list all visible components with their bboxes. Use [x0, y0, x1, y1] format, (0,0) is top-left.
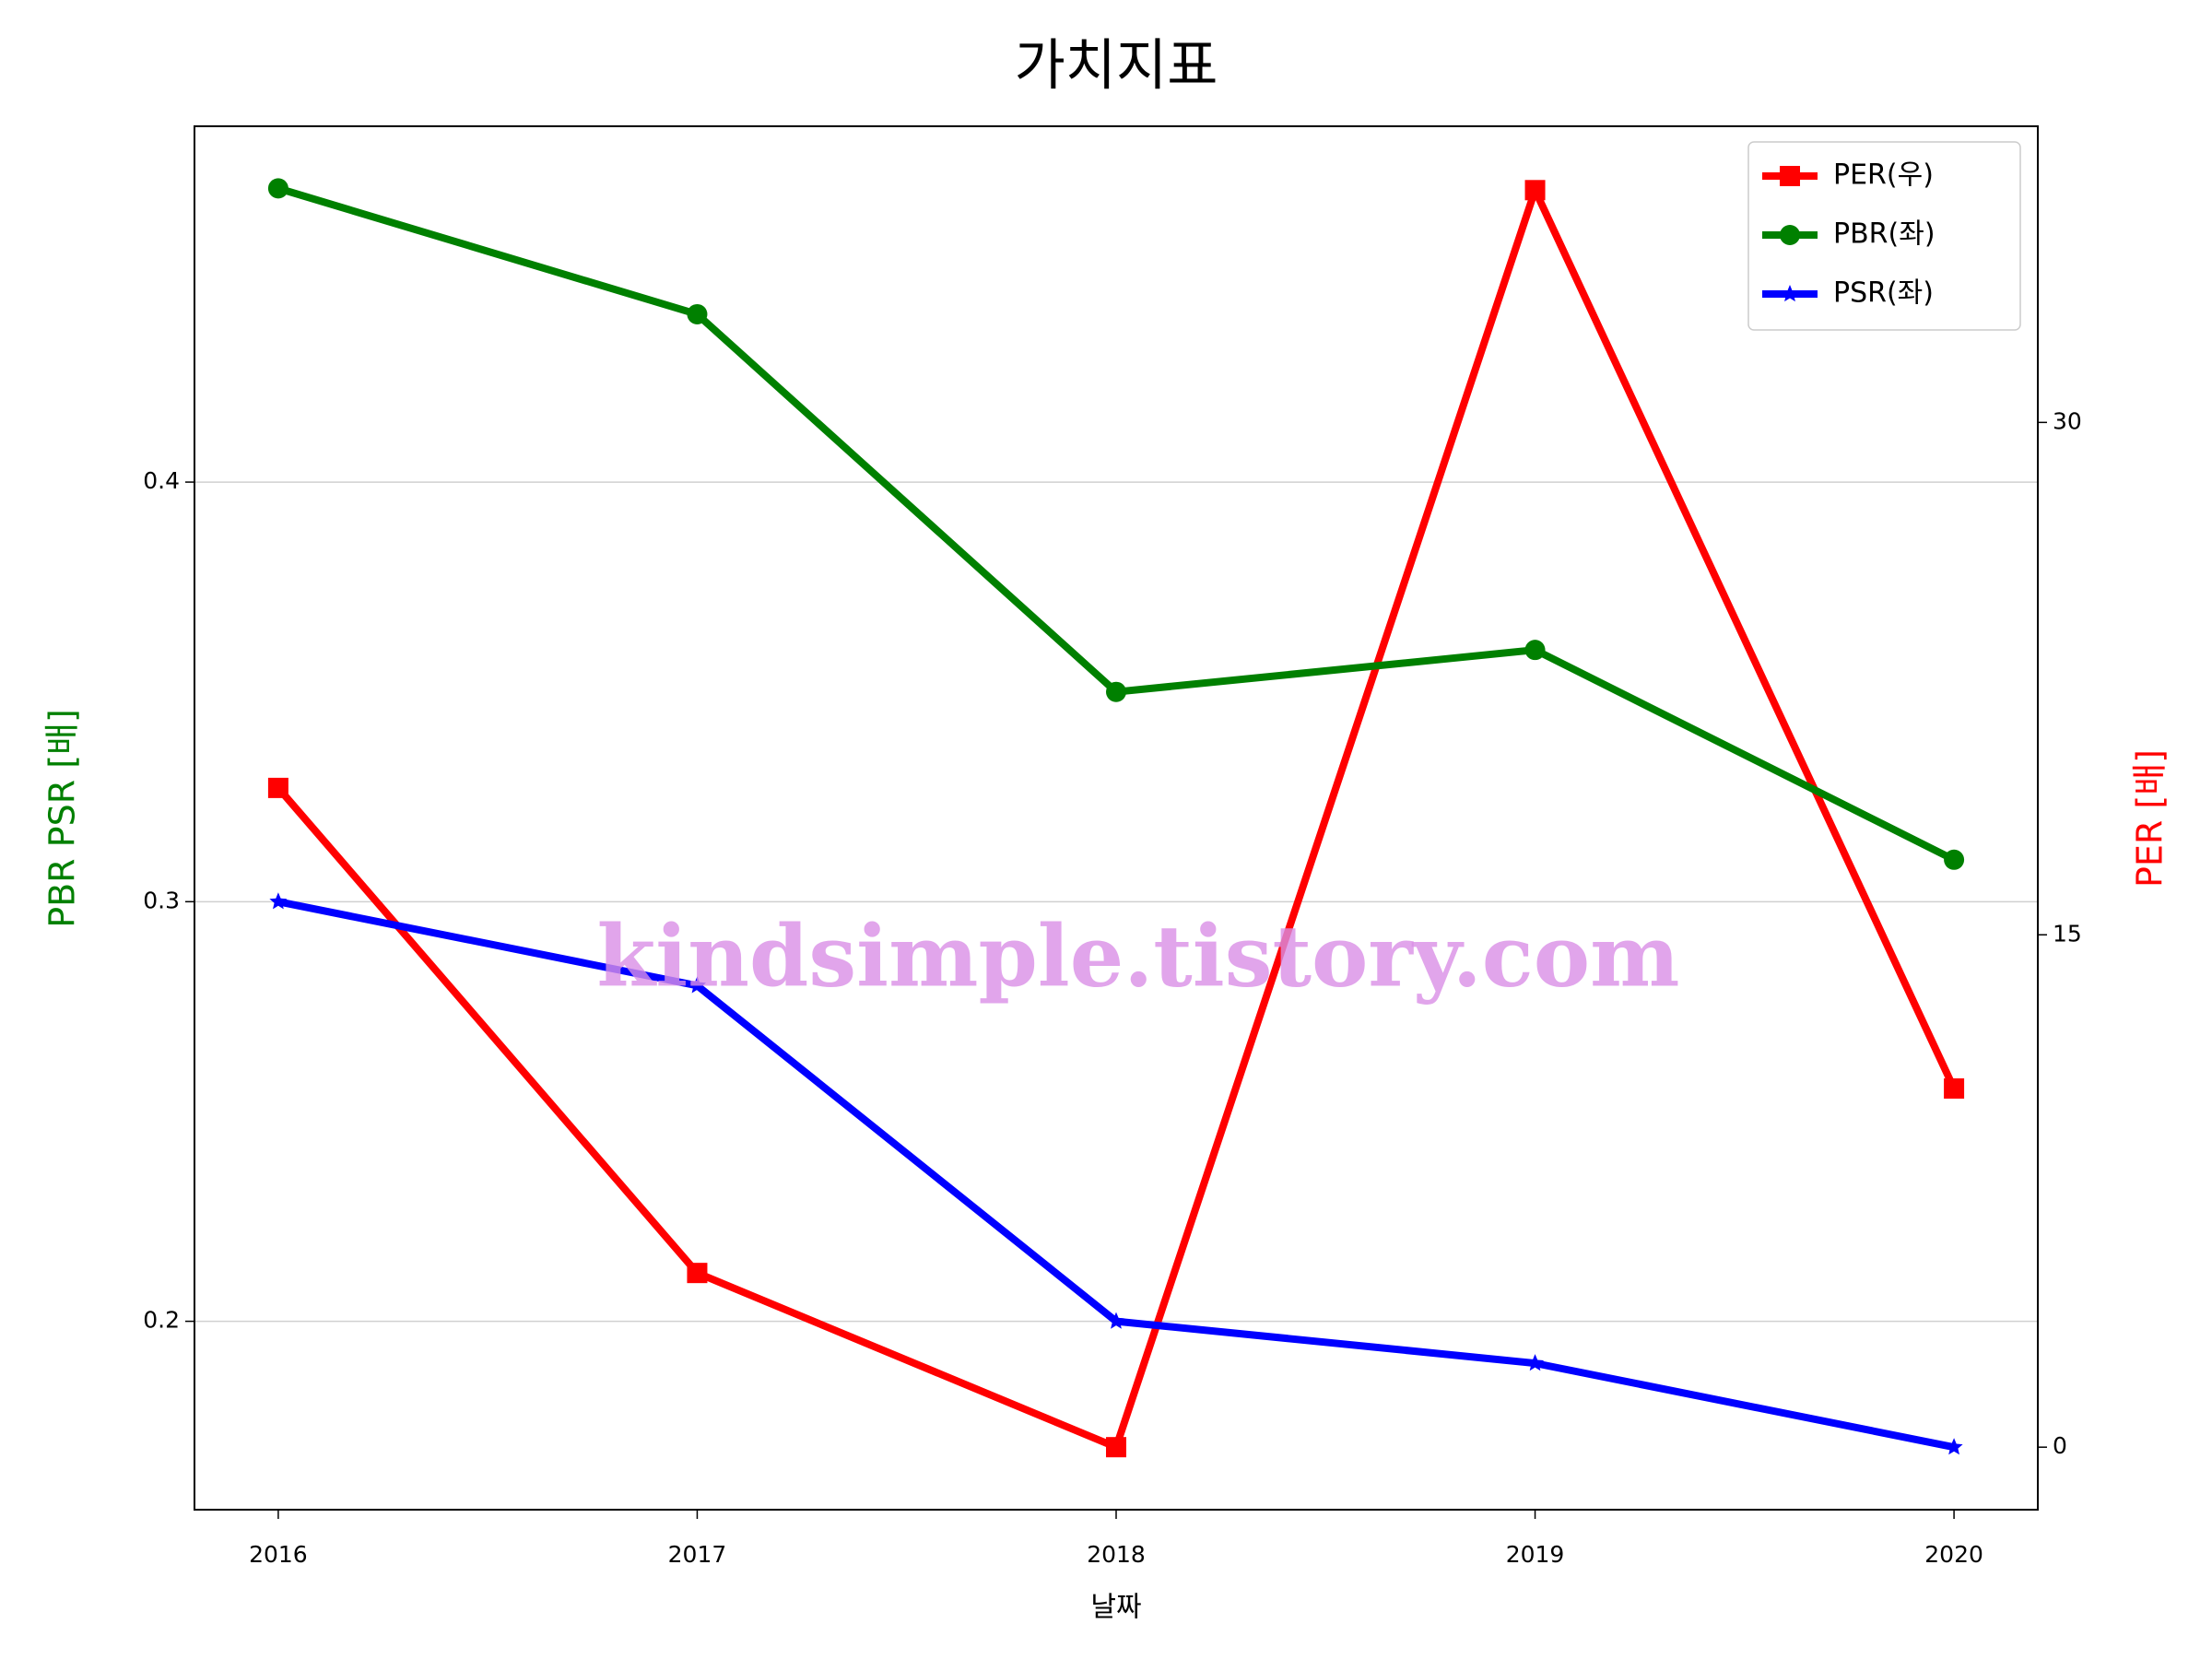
y2-tick-label: 15 — [2053, 920, 2082, 947]
marker — [687, 303, 708, 324]
chart-title: 가치지표 — [1015, 34, 1218, 99]
marker — [1524, 180, 1546, 201]
marker — [1106, 1437, 1126, 1458]
marker — [1107, 1312, 1125, 1329]
x-tick-label: 2017 — [668, 1541, 727, 1568]
legend-marker — [1780, 166, 1800, 186]
x-tick-label: 2018 — [1087, 1541, 1146, 1568]
legend-marker — [1780, 225, 1800, 245]
y-tick-label: 0.2 — [143, 1307, 180, 1334]
x-axis-label: 날짜 — [1090, 1592, 1141, 1624]
y2-axis-label: PER [배] — [2130, 749, 2171, 888]
x-tick-label: 2016 — [249, 1541, 308, 1568]
y-axis-label: PBR PSR [배] — [42, 709, 83, 928]
legend-label: PSR(좌) — [1833, 277, 1934, 310]
marker — [1524, 640, 1546, 661]
legend-label: PBR(좌) — [1833, 218, 1936, 251]
y-tick-label: 0.4 — [143, 467, 180, 494]
legend-marker — [1781, 285, 1799, 302]
marker — [1944, 849, 1965, 870]
x-tick-label: 2020 — [1924, 1541, 1983, 1568]
marker — [269, 892, 288, 910]
legend-box — [1747, 141, 2021, 331]
marker — [1945, 1438, 1963, 1455]
marker — [1106, 681, 1126, 702]
x-tick-label: 2019 — [1506, 1541, 1565, 1568]
marker — [1944, 1078, 1965, 1100]
marker — [687, 1263, 708, 1284]
marker — [688, 976, 706, 994]
y2-tick-label: 30 — [2053, 407, 2082, 434]
marker — [1526, 1354, 1545, 1371]
y2-tick-label: 0 — [2053, 1432, 2067, 1459]
plot-frame — [194, 125, 2039, 1511]
marker — [267, 777, 288, 798]
legend-label: PER(우) — [1833, 159, 1934, 192]
watermark: kindsimple.tistory.com — [596, 907, 1679, 1006]
marker — [267, 178, 288, 199]
y-tick-label: 0.3 — [143, 887, 180, 913]
